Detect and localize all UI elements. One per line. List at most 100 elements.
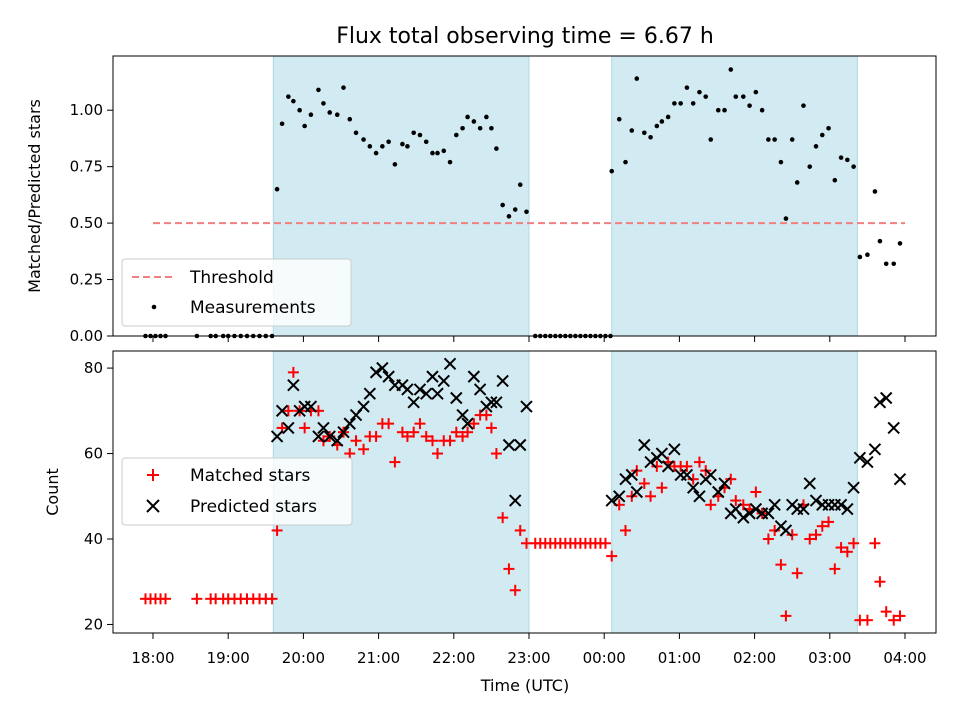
predicted-star-point xyxy=(834,498,848,512)
predicted-star-point xyxy=(712,485,725,499)
matched-star-point xyxy=(816,520,828,532)
predicted-star-point xyxy=(861,455,874,469)
measurement-point xyxy=(883,261,889,267)
top-legend-box xyxy=(121,258,352,327)
matched-star-point xyxy=(450,426,462,438)
measurement-point xyxy=(435,150,440,156)
predicted-star-point xyxy=(331,434,344,447)
predicted-star-point xyxy=(887,421,900,435)
measurement-point xyxy=(733,94,739,99)
measurement-point xyxy=(794,180,800,185)
x-tick-label: 04:00 xyxy=(883,649,926,667)
measurement-point xyxy=(678,101,683,106)
predicted-star-point xyxy=(847,481,860,494)
matched-star-point xyxy=(480,409,492,421)
matched-star-point xyxy=(420,430,432,442)
x-tick-label: 22:00 xyxy=(432,649,475,667)
measurement-point xyxy=(291,98,296,104)
predicted-star-point xyxy=(275,404,289,418)
x-tick-label: 00:00 xyxy=(583,649,626,667)
measurement-point xyxy=(845,157,850,163)
matched-star-point xyxy=(344,448,356,460)
matched-star-point xyxy=(266,593,278,605)
measurement-point xyxy=(517,182,523,188)
measurement-point xyxy=(759,107,765,113)
y-tick-label: 1.00 xyxy=(70,101,103,119)
measurement-point xyxy=(471,119,477,124)
measurement-point xyxy=(648,134,653,140)
predicted-star-point xyxy=(312,430,325,443)
top-shaded-regions xyxy=(272,55,858,337)
measurement-point xyxy=(891,261,897,267)
measurement-point xyxy=(654,123,660,129)
measurement-point xyxy=(321,101,326,106)
predicted-star-point xyxy=(743,507,756,520)
measurement-point xyxy=(308,112,314,118)
x-axis-label: Time (UTC) xyxy=(480,676,569,695)
x-tick-label: 19:00 xyxy=(207,649,250,667)
predicted-star-point xyxy=(625,468,638,482)
matched-star-point xyxy=(823,516,835,528)
predicted-star-point xyxy=(868,443,882,456)
y-tick-label: 0.25 xyxy=(70,271,103,289)
measurement-point xyxy=(857,254,863,260)
measurement-point xyxy=(400,141,405,147)
predicted-star-point xyxy=(282,421,295,435)
matched-star-point xyxy=(490,448,502,460)
bottom-y-ticks: 20 40 60 80 xyxy=(84,359,113,633)
matched-star-point xyxy=(160,593,172,605)
predicted-star-point xyxy=(661,460,675,473)
x-tick-label: 20:00 xyxy=(282,649,325,667)
legend-predicted-label: Predicted stars xyxy=(190,497,317,517)
matched-star-point xyxy=(705,499,717,511)
measurement-point xyxy=(872,189,878,194)
matched-star-point xyxy=(762,533,774,545)
measurement-point xyxy=(484,114,489,120)
measurement-point xyxy=(753,89,759,95)
measurement-point xyxy=(629,128,635,133)
measurement-point xyxy=(634,76,640,81)
matched-star-point xyxy=(769,524,781,536)
measurement-point xyxy=(877,238,883,244)
predicted-star-point xyxy=(803,477,816,490)
predicted-star-point xyxy=(520,400,533,413)
predicted-star-point xyxy=(644,455,657,469)
measurement-point xyxy=(494,146,499,151)
measurement-point xyxy=(766,137,771,142)
matched-star-point xyxy=(299,422,311,434)
bottom-x-ticks: 18:00 19:00 20:00 21:00 22:00 23:00 00:00 01:00… xyxy=(131,633,927,667)
matched-star-point xyxy=(894,610,906,622)
measurement-point xyxy=(708,137,714,142)
matched-star-point xyxy=(497,512,509,524)
measurement-point xyxy=(286,94,291,99)
predicted-star-point xyxy=(420,387,433,400)
bottom-axes-frame xyxy=(112,350,937,634)
measurement-point xyxy=(865,252,870,258)
measurement-point xyxy=(441,148,447,154)
measurement-point xyxy=(801,103,806,108)
measurement-point xyxy=(609,168,615,174)
measurement-point xyxy=(411,130,416,136)
measurement-point xyxy=(684,85,690,90)
top-x-ticks xyxy=(152,336,906,342)
predicted-star-point xyxy=(605,494,618,507)
predicted-star-point xyxy=(473,383,487,396)
predicted-star-point xyxy=(809,494,823,507)
predicted-star-point xyxy=(893,472,907,486)
predicted-star-point xyxy=(779,524,793,537)
predicted-star-point xyxy=(630,485,643,499)
measurement-point xyxy=(623,159,628,165)
measurement-point xyxy=(672,101,677,106)
measurement-point xyxy=(454,132,459,138)
predicted-star-point xyxy=(680,468,694,482)
predicted-star-point xyxy=(287,378,300,392)
measurement-point xyxy=(813,144,819,149)
measurement-point xyxy=(430,150,435,156)
x-tick-label: 01:00 xyxy=(658,649,701,667)
measurement-point xyxy=(477,125,483,131)
matched-star-point xyxy=(786,529,798,541)
matched-star-point xyxy=(750,486,762,498)
predicted-star-point xyxy=(613,490,626,503)
predicted-star-point xyxy=(490,396,503,409)
matched-star-point xyxy=(861,614,873,626)
